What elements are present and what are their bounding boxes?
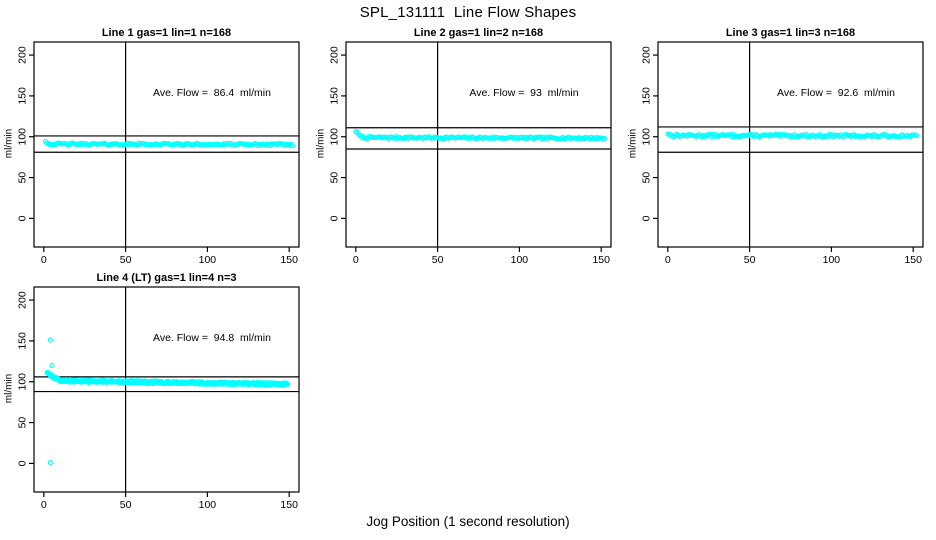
- y-tick-label: 200: [17, 46, 29, 64]
- x-tick-label: 50: [744, 254, 756, 266]
- plot-canvas-line-4: 0 50 100 150 0 50 100 150 200: [17, 286, 300, 511]
- y-tick-label: 150: [17, 87, 29, 105]
- x-tick-label: 150: [280, 499, 298, 511]
- x-tick-label: 100: [823, 254, 841, 266]
- y-tick-label: 150: [17, 332, 29, 350]
- subplot-title: Line 4 (LT) gas=1 lin=4 n=3: [96, 272, 237, 284]
- y-tick-label: 150: [329, 87, 341, 105]
- x-tick-label: 0: [353, 254, 359, 266]
- data-points: [353, 128, 608, 142]
- ave-flow-annotation: Ave. Flow = 93 ml/min: [469, 87, 579, 99]
- plot-canvas-line-1: 0 50 100 150 0 50 100 150 200: [17, 41, 300, 266]
- axes: 0 50 100 150 0 50 100 150 200: [641, 41, 924, 266]
- x-tick-label: 50: [432, 254, 444, 266]
- ave-flow-annotation: Ave. Flow = 94.8 ml/min: [153, 332, 271, 344]
- outlier-point: [47, 337, 53, 343]
- y-axis-label: ml/min: [627, 128, 639, 159]
- y-tick-label: 0: [17, 460, 29, 466]
- data-points: [44, 337, 291, 466]
- y-tick-label: 100: [641, 128, 653, 146]
- y-tick-label: 0: [641, 215, 653, 221]
- y-axis-label: ml/min: [3, 128, 15, 159]
- y-tick-label: 100: [17, 373, 29, 391]
- ave-flow-annotation: Ave. Flow = 86.4 ml/min: [153, 87, 271, 99]
- figure-title: SPL_131111 Line Flow Shapes: [359, 4, 577, 21]
- plot-canvas-line-3: 0 50 100 150 0 50 100 150 200: [641, 41, 924, 266]
- y-tick-label: 0: [329, 215, 341, 221]
- outlier-point: [47, 460, 53, 466]
- x-tick-label: 100: [199, 499, 217, 511]
- plot-canvas-line-2: 0 50 100 150 0 50 100 150 200: [329, 41, 612, 266]
- y-tick-label: 50: [641, 172, 653, 184]
- reference-lines: [346, 42, 611, 247]
- reference-lines: [34, 287, 299, 492]
- outlier-point: [49, 362, 55, 368]
- subplot-title: Line 2 gas=1 lin=2 n=168: [413, 27, 544, 39]
- data-points: [42, 138, 296, 149]
- axes: 0 50 100 150 0 50 100 150 200: [17, 41, 300, 266]
- axes: 0 50 100 150 0 50 100 150 200: [17, 286, 300, 511]
- subplot-line-1: 0 50 100 150 0 50 100 150 200 Line 1 gas=1 lin=1…: [0, 25, 312, 270]
- reference-lines: [658, 42, 923, 247]
- x-tick-label: 100: [511, 254, 529, 266]
- x-tick-label: 150: [904, 254, 922, 266]
- y-tick-label: 200: [329, 46, 341, 64]
- y-tick-label: 150: [641, 87, 653, 105]
- x-tick-label: 0: [665, 254, 671, 266]
- ave-flow-annotation: Ave. Flow = 92.6 ml/min: [777, 87, 895, 99]
- subplot-line-4: 0 50 100 150 0 50 100 150 200 Line 4 (LT) gas=1 …: [0, 270, 312, 515]
- y-tick-label: 50: [329, 172, 341, 184]
- x-tick-label: 150: [592, 254, 610, 266]
- y-tick-label: 50: [17, 417, 29, 429]
- subplot-line-3: 0 50 100 150 0 50 100 150 200 Line 3 gas=1 lin=3…: [624, 25, 936, 270]
- x-tick-label: 150: [280, 254, 298, 266]
- y-tick-label: 100: [17, 128, 29, 146]
- subplot-line-2: 0 50 100 150 0 50 100 150 200 Line 2 gas=1 lin=2…: [312, 25, 624, 270]
- y-axis-label: ml/min: [315, 128, 327, 159]
- subplot-title: Line 1 gas=1 lin=1 n=168: [101, 27, 232, 39]
- y-tick-label: 100: [329, 128, 341, 146]
- x-tick-label: 50: [120, 254, 132, 266]
- data-points: [665, 131, 920, 140]
- subplot-title: Line 3 gas=1 lin=3 n=168: [725, 27, 856, 39]
- y-tick-label: 0: [17, 215, 29, 221]
- x-tick-label: 0: [41, 254, 47, 266]
- axes: 0 50 100 150 0 50 100 150 200: [329, 41, 612, 266]
- y-tick-label: 200: [641, 46, 653, 64]
- x-tick-label: 0: [41, 499, 47, 511]
- x-tick-label: 100: [199, 254, 217, 266]
- y-tick-label: 50: [17, 172, 29, 184]
- y-tick-label: 200: [17, 291, 29, 309]
- x-tick-label: 50: [120, 499, 132, 511]
- y-axis-label: ml/min: [3, 373, 15, 404]
- x-axis-label: Jog Position (1 second resolution): [366, 514, 570, 529]
